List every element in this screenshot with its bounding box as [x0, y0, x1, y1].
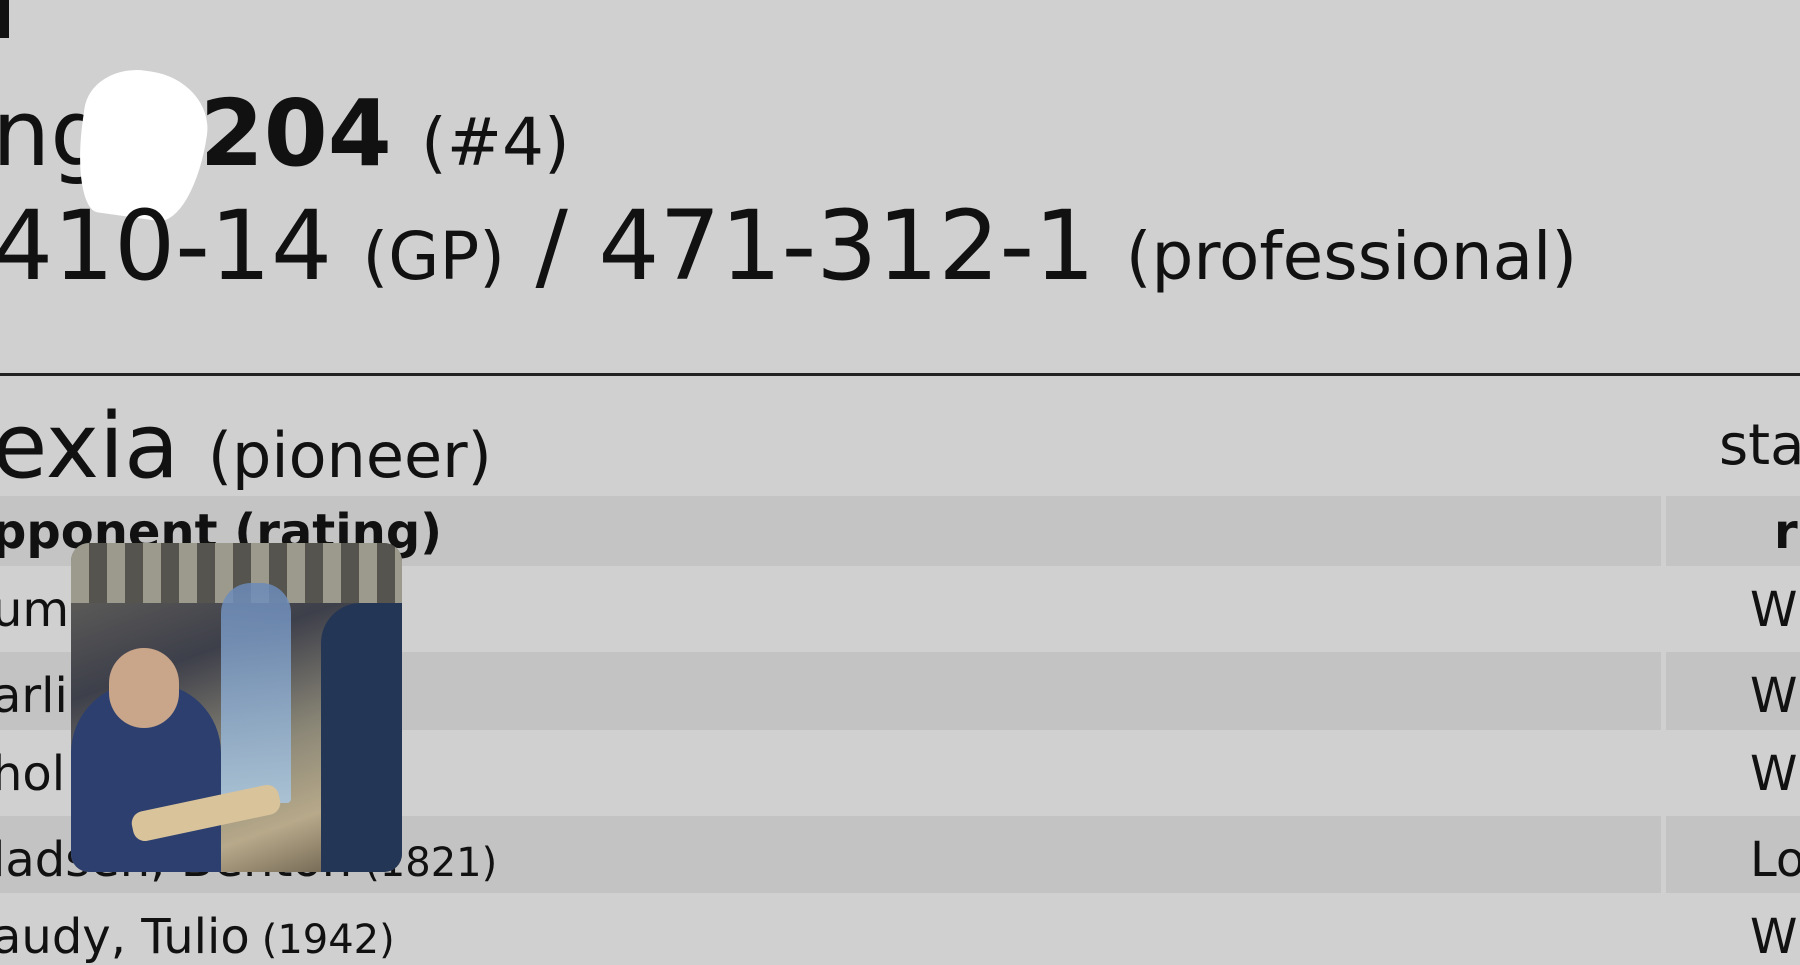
separator: /	[535, 190, 568, 302]
opponent-name: hol	[0, 746, 66, 802]
result: Lo	[1750, 832, 1800, 888]
right-label: sta	[1719, 413, 1800, 478]
record-line: 410-14 (GP) / 471-312-1 (professional)	[0, 198, 1577, 294]
cut-glyph	[0, 0, 9, 38]
cell: Lo	[1666, 816, 1800, 893]
image-detail	[221, 583, 291, 803]
gp-label: (GP)	[362, 218, 505, 295]
result: W	[1750, 668, 1798, 724]
avatar-image	[71, 543, 402, 872]
result: W	[1750, 909, 1798, 965]
cell: W	[1666, 730, 1800, 816]
cell: audy, Tulio (1942)	[0, 893, 1661, 961]
rating: 204	[199, 80, 392, 187]
deck-title: exia (pioneer)	[0, 402, 492, 492]
result: W	[1750, 582, 1798, 638]
table-row: audy, Tulio (1942) W	[0, 893, 1800, 965]
column-header: r	[1774, 504, 1798, 560]
image-detail	[321, 603, 402, 872]
divider	[0, 373, 1800, 376]
record-pro: 471-312-1	[598, 190, 1096, 302]
result: W	[1750, 746, 1798, 802]
record-gp: 410-14	[0, 190, 333, 302]
deck: exia	[0, 394, 180, 499]
cell: W	[1666, 652, 1800, 730]
format: (pioneer)	[207, 419, 492, 492]
header-cell: r	[1666, 496, 1800, 566]
opponent-name: audy, Tulio	[0, 909, 250, 965]
rank: (#4)	[421, 104, 570, 181]
pro-label: (professional)	[1125, 218, 1578, 295]
cell: W	[1666, 566, 1800, 652]
opponent: audy, Tulio (1942)	[0, 913, 395, 961]
opponent-name: arli	[0, 668, 68, 724]
cell: W	[1666, 893, 1800, 965]
opponent-rating: (1942)	[261, 917, 395, 963]
image-detail	[109, 648, 179, 728]
opponent: arli	[0, 672, 68, 720]
